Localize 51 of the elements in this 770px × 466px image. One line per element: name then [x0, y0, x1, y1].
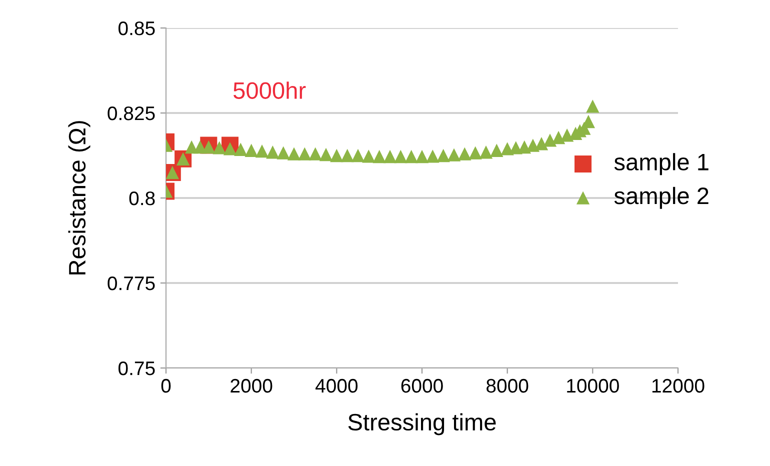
- point: [244, 144, 258, 157]
- x-tick-label: 12000: [652, 378, 704, 393]
- point: [276, 146, 290, 160]
- point: [468, 146, 482, 160]
- y-tick-label: 0.85: [118, 21, 155, 36]
- annotation: 5000hr: [234, 82, 306, 99]
- point: [383, 150, 397, 164]
- point: [340, 148, 354, 162]
- y-tick-label: 0.825: [108, 106, 155, 120]
- point: [351, 148, 365, 162]
- point: [534, 137, 548, 150]
- point: [490, 144, 504, 157]
- x-axis-title: Stressing time: [348, 413, 496, 436]
- point: [287, 147, 301, 160]
- point: [212, 141, 226, 154]
- x-tick-label: 8000: [486, 378, 528, 393]
- y-tick-label: 0.8: [129, 191, 155, 206]
- point: [223, 142, 237, 156]
- point: [415, 150, 429, 164]
- point: [436, 148, 450, 162]
- point: [552, 130, 566, 144]
- x-tick-label: 2000: [230, 378, 272, 393]
- point: [586, 100, 600, 113]
- x-tick-label: 10000: [567, 378, 619, 393]
- point: [362, 150, 376, 163]
- x-tick-label: 0: [161, 378, 171, 393]
- legend-label: sample 1: [614, 153, 708, 176]
- legend-label: sample 2: [614, 186, 708, 209]
- point: [500, 142, 514, 156]
- point: [266, 146, 280, 159]
- point: [330, 148, 344, 162]
- point: [234, 142, 248, 156]
- y-tick-label: 0.775: [108, 276, 155, 290]
- y-tick-label: 0.75: [118, 361, 155, 376]
- point: [298, 147, 312, 160]
- point: [543, 134, 557, 147]
- point: [308, 147, 322, 160]
- point: [509, 141, 522, 154]
- y-axis-title: Resistance (Ω): [68, 121, 90, 274]
- x-tick-label: 6000: [401, 378, 443, 393]
- point: [447, 148, 461, 162]
- point: [404, 150, 418, 164]
- point: [426, 150, 440, 163]
- point: [458, 147, 472, 160]
- point: [319, 148, 333, 162]
- point: [479, 146, 493, 159]
- point: [526, 138, 540, 152]
- point: [372, 150, 386, 164]
- x-tick-label: 4000: [315, 378, 358, 393]
- point: [394, 150, 408, 164]
- point: [255, 144, 269, 158]
